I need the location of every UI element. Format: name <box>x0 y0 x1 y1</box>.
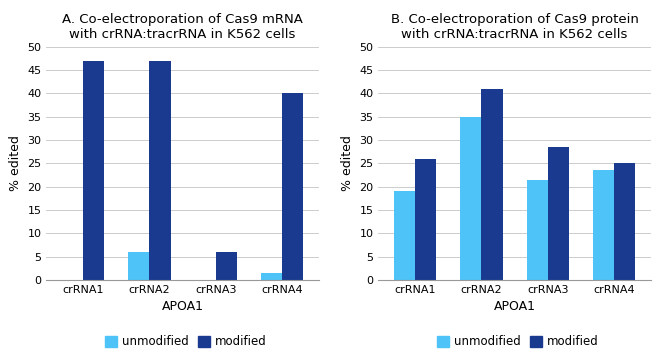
Bar <box>481 89 503 280</box>
Bar <box>394 191 415 280</box>
Bar <box>527 180 548 280</box>
Bar <box>83 61 104 280</box>
X-axis label: APOA1: APOA1 <box>161 300 204 313</box>
Title: B. Co-electroporation of Cas9 protein
with crRNA:tracrRNA in K562 cells: B. Co-electroporation of Cas9 protein wi… <box>390 13 639 41</box>
Bar <box>593 171 614 280</box>
Bar <box>460 117 481 280</box>
Bar <box>282 93 303 280</box>
Title: A. Co-electroporation of Cas9 mRNA
with crRNA:tracrRNA in K562 cells: A. Co-electroporation of Cas9 mRNA with … <box>62 13 303 41</box>
Bar <box>128 252 149 280</box>
Bar <box>261 273 282 280</box>
Bar <box>548 147 569 280</box>
Bar <box>216 252 237 280</box>
Bar <box>415 159 436 280</box>
Bar <box>614 163 635 280</box>
Legend: unmodified, modified: unmodified, modified <box>101 331 271 353</box>
Legend: unmodified, modified: unmodified, modified <box>433 331 603 353</box>
Y-axis label: % edited: % edited <box>341 135 354 191</box>
X-axis label: APOA1: APOA1 <box>493 300 536 313</box>
Y-axis label: % edited: % edited <box>9 135 22 191</box>
Bar <box>149 61 171 280</box>
